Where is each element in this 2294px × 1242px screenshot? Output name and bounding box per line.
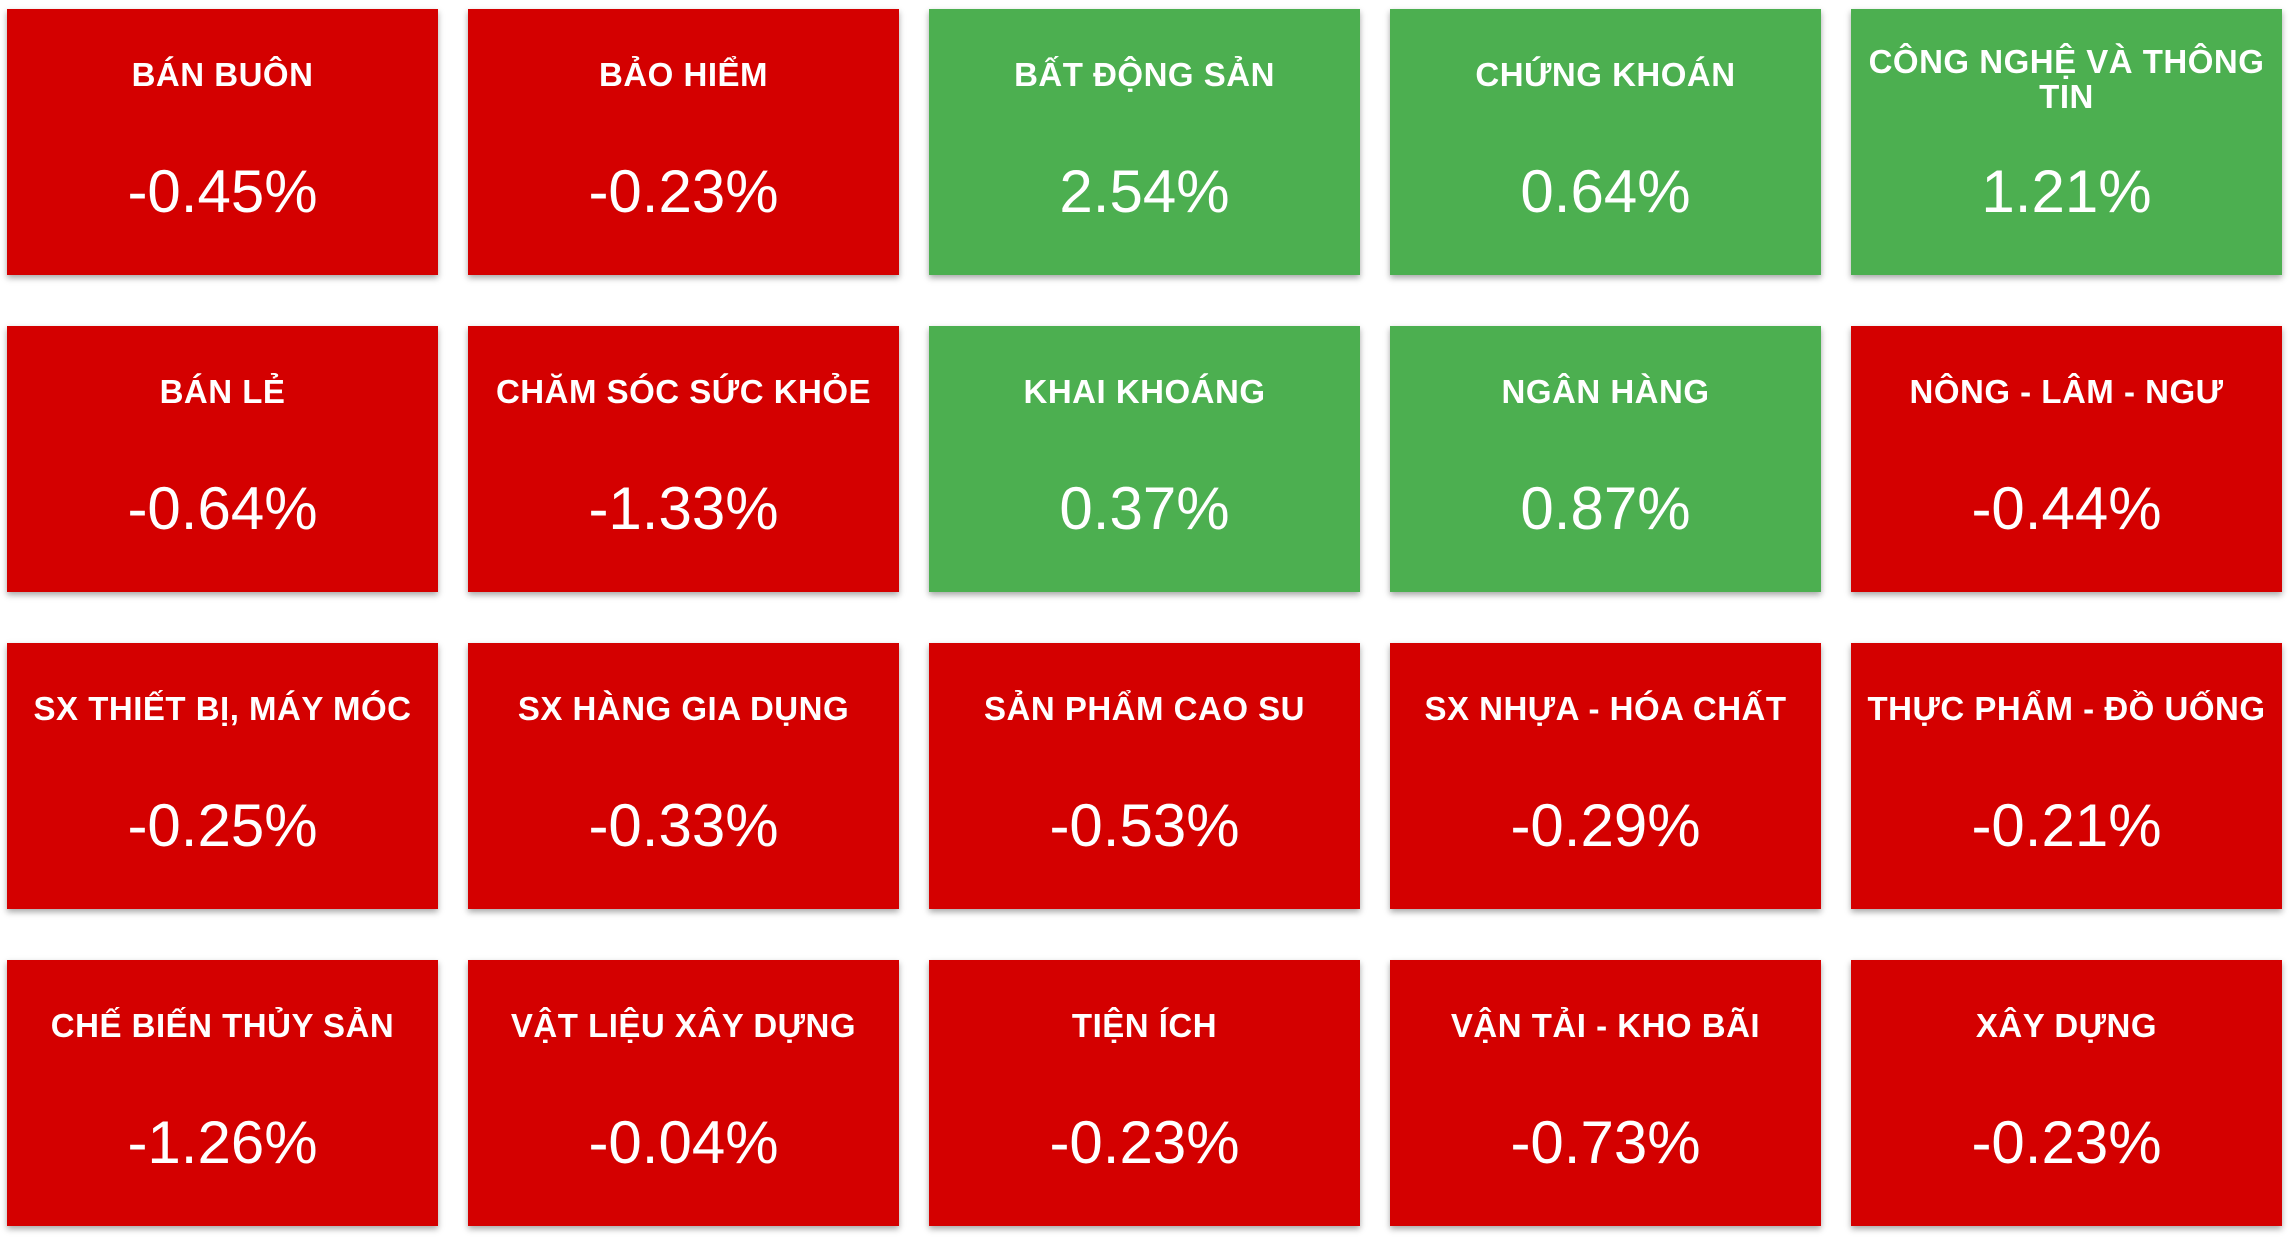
sector-name: CHẾ BIẾN THỦY SẢN xyxy=(50,1007,395,1044)
sector-change: 0.64% xyxy=(1520,158,1691,225)
sector-tile[interactable]: XÂY DỰNG -0.23% xyxy=(1851,960,2282,1226)
sector-name: SẢN PHẨM CAO SU xyxy=(983,690,1306,727)
sector-tile[interactable]: SẢN PHẨM CAO SU -0.53% xyxy=(929,643,1360,909)
sector-tile[interactable]: TIỆN ÍCH -0.23% xyxy=(929,960,1360,1226)
sector-tile[interactable]: NÔNG - LÂM - NGƯ -0.44% xyxy=(1851,326,2282,592)
sector-tile[interactable]: CÔNG NGHỆ VÀ THÔNG TIN 1.21% xyxy=(1851,9,2282,275)
sector-tile[interactable]: CHỨNG KHOÁN 0.64% xyxy=(1390,9,1821,275)
sector-name: VẬT LIỆU XÂY DỰNG xyxy=(510,1007,857,1044)
sector-change: -1.33% xyxy=(588,475,779,542)
sector-name: BÁN BUÔN xyxy=(131,56,314,93)
sector-tile[interactable]: VẬN TẢI - KHO BÃI -0.73% xyxy=(1390,960,1821,1226)
sector-tile[interactable]: KHAI KHOÁNG 0.37% xyxy=(929,326,1360,592)
sector-heatmap-grid: BÁN BUÔN -0.45% BẢO HIỂM -0.23% BẤT ĐỘNG… xyxy=(7,9,2282,1226)
sector-tile[interactable]: BẢO HIỂM -0.23% xyxy=(468,9,899,275)
sector-name: NGÂN HÀNG xyxy=(1501,373,1710,410)
sector-tile[interactable]: BÁN BUÔN -0.45% xyxy=(7,9,438,275)
sector-name: SX THIẾT BỊ, MÁY MÓC xyxy=(33,690,412,727)
sector-name: SX NHỰA - HÓA CHẤT xyxy=(1424,690,1787,727)
sector-tile[interactable]: CHẾ BIẾN THỦY SẢN -1.26% xyxy=(7,960,438,1226)
sector-tile[interactable]: THỰC PHẨM - ĐỒ UỐNG -0.21% xyxy=(1851,643,2282,909)
sector-change: 1.21% xyxy=(1981,158,2152,225)
sector-name: KHAI KHOÁNG xyxy=(1023,373,1266,410)
sector-change: -0.44% xyxy=(1971,475,2162,542)
sector-tile[interactable]: SX NHỰA - HÓA CHẤT -0.29% xyxy=(1390,643,1821,909)
sector-name: BÁN LẺ xyxy=(159,373,286,410)
sector-change: 0.87% xyxy=(1520,475,1691,542)
sector-change: 0.37% xyxy=(1059,475,1230,542)
sector-name: VẬN TẢI - KHO BÃI xyxy=(1450,1007,1761,1044)
sector-name: BẤT ĐỘNG SẢN xyxy=(1014,56,1275,93)
sector-name: THỰC PHẨM - ĐỒ UỐNG xyxy=(1867,690,2266,727)
sector-change: -0.29% xyxy=(1510,792,1701,859)
sector-name: BẢO HIỂM xyxy=(599,56,768,93)
sector-change: -0.73% xyxy=(1510,1109,1701,1176)
sector-change: -0.53% xyxy=(1049,792,1240,859)
sector-tile[interactable]: BÁN LẺ -0.64% xyxy=(7,326,438,592)
sector-name: CHĂM SÓC SỨC KHỎE xyxy=(495,373,872,410)
sector-tile[interactable]: CHĂM SÓC SỨC KHỎE -1.33% xyxy=(468,326,899,592)
sector-change: -1.26% xyxy=(127,1109,318,1176)
sector-change: -0.23% xyxy=(588,158,779,225)
sector-tile[interactable]: NGÂN HÀNG 0.87% xyxy=(1390,326,1821,592)
sector-change: -0.64% xyxy=(127,475,318,542)
sector-name: CHỨNG KHOÁN xyxy=(1475,56,1736,93)
sector-change: 2.54% xyxy=(1059,158,1230,225)
sector-change: -0.45% xyxy=(127,158,318,225)
sector-change: -0.33% xyxy=(588,792,779,859)
sector-change: -0.23% xyxy=(1049,1109,1240,1176)
sector-name: XÂY DỰNG xyxy=(1975,1007,2158,1044)
sector-change: -0.25% xyxy=(127,792,318,859)
sector-change: -0.23% xyxy=(1971,1109,2162,1176)
sector-change: -0.21% xyxy=(1971,792,2162,859)
sector-name: TIỆN ÍCH xyxy=(1071,1007,1218,1044)
sector-tile[interactable]: BẤT ĐỘNG SẢN 2.54% xyxy=(929,9,1360,275)
sector-name: CÔNG NGHỆ VÀ THÔNG TIN xyxy=(1868,43,2265,115)
sector-tile[interactable]: SX HÀNG GIA DỤNG -0.33% xyxy=(468,643,899,909)
sector-tile[interactable]: SX THIẾT BỊ, MÁY MÓC -0.25% xyxy=(7,643,438,909)
sector-name: SX HÀNG GIA DỤNG xyxy=(517,690,850,727)
sector-name: NÔNG - LÂM - NGƯ xyxy=(1909,373,2224,410)
sector-change: -0.04% xyxy=(588,1109,779,1176)
sector-tile[interactable]: VẬT LIỆU XÂY DỰNG -0.04% xyxy=(468,960,899,1226)
